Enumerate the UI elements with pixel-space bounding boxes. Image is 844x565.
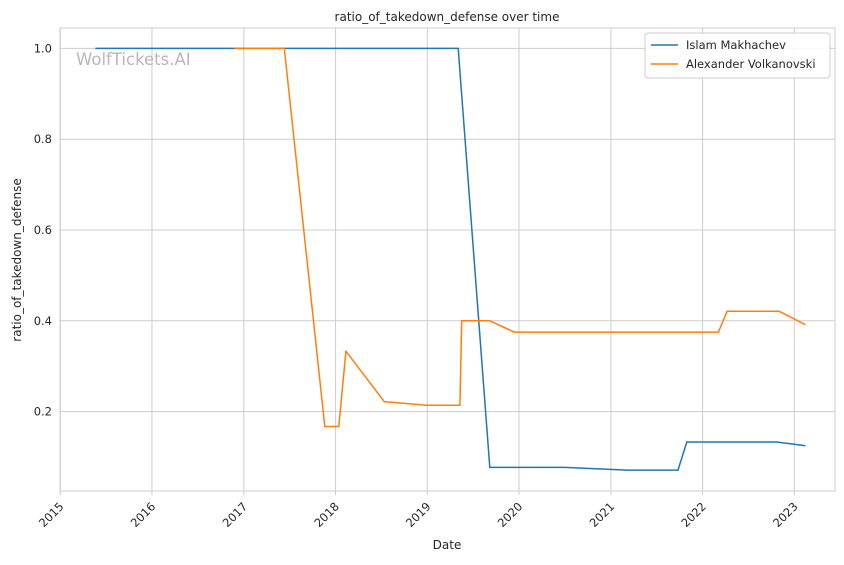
data-point-islam-makhachev (677, 469, 679, 471)
y-axis-label: ratio_of_takedown_defense (10, 178, 24, 341)
data-point-alexander-volkanovski (717, 331, 720, 333)
data-point-islam-makhachev (626, 469, 628, 471)
data-point-alexander-volkanovski (338, 425, 340, 428)
data-point-islam-makhachev (775, 441, 778, 443)
x-tick-label: 2019 (403, 499, 434, 530)
data-point-islam-makhachev (804, 444, 806, 447)
data-point-alexander-volkanovski (778, 310, 780, 312)
data-point-alexander-volkanovski (345, 350, 347, 352)
x-tick-label: 2017 (220, 499, 251, 530)
data-point-alexander-volkanovski (459, 404, 461, 406)
x-tick-label: 2016 (128, 499, 159, 530)
series-line-islam-makhachev (95, 47, 805, 471)
legend: Islam Makhachev Alexander Volkanovski (644, 32, 831, 79)
data-point-islam-makhachev (95, 47, 97, 50)
series-line-alexander-volkanovski (235, 47, 806, 428)
y-tick-label: 0.2 (34, 405, 52, 419)
y-tick-label: 0.4 (34, 314, 52, 328)
data-point-alexander-volkanovski (234, 47, 236, 50)
x-tick-label: 2022 (678, 499, 709, 530)
data-point-islam-makhachev (563, 466, 566, 469)
plot-frame (59, 27, 836, 492)
data-point-alexander-volkanovski (804, 323, 806, 326)
x-axis-ticks: 2015 2016 2017 2018 2019 2020 2021 2022 2023 (36, 491, 801, 530)
data-point-alexander-volkanovski (383, 400, 386, 403)
chart-title: ratio_of_takedown_defense over time (335, 10, 560, 24)
data-point-alexander-volkanovski (324, 425, 326, 428)
data-point-islam-makhachev (457, 47, 459, 50)
y-tick-label: 0.6 (34, 223, 52, 237)
legend-box (644, 32, 831, 79)
data-point-islam-makhachev (686, 441, 688, 443)
watermark: WolfTickets.AI (76, 50, 191, 69)
y-tick-label: 0.8 (34, 132, 52, 146)
data-point-alexander-volkanovski (489, 320, 491, 322)
y-axis-ticks: 0.2 0.4 0.6 0.8 1.0 (34, 41, 52, 418)
gridlines (59, 28, 835, 491)
legend-label-alexander-volkanovski: Alexander Volkanovski (686, 57, 816, 71)
series-lines (95, 47, 806, 471)
data-point-alexander-volkanovski (425, 404, 428, 406)
data-point-alexander-volkanovski (726, 310, 728, 312)
data-point-alexander-volkanovski (283, 47, 286, 50)
x-axis-label: Date (433, 538, 462, 552)
y-tick-label: 1.0 (34, 41, 52, 55)
data-point-alexander-volkanovski (513, 331, 516, 333)
legend-label-islam-makhachev: Islam Makhachev (686, 38, 786, 52)
x-tick-label: 2018 (311, 499, 342, 530)
x-tick-label: 2023 (770, 499, 801, 530)
x-tick-label: 2015 (36, 499, 67, 530)
data-point-islam-makhachev (489, 466, 491, 469)
x-tick-label: 2020 (495, 499, 526, 530)
x-tick-label: 2021 (587, 499, 618, 530)
data-point-alexander-volkanovski (460, 320, 463, 322)
